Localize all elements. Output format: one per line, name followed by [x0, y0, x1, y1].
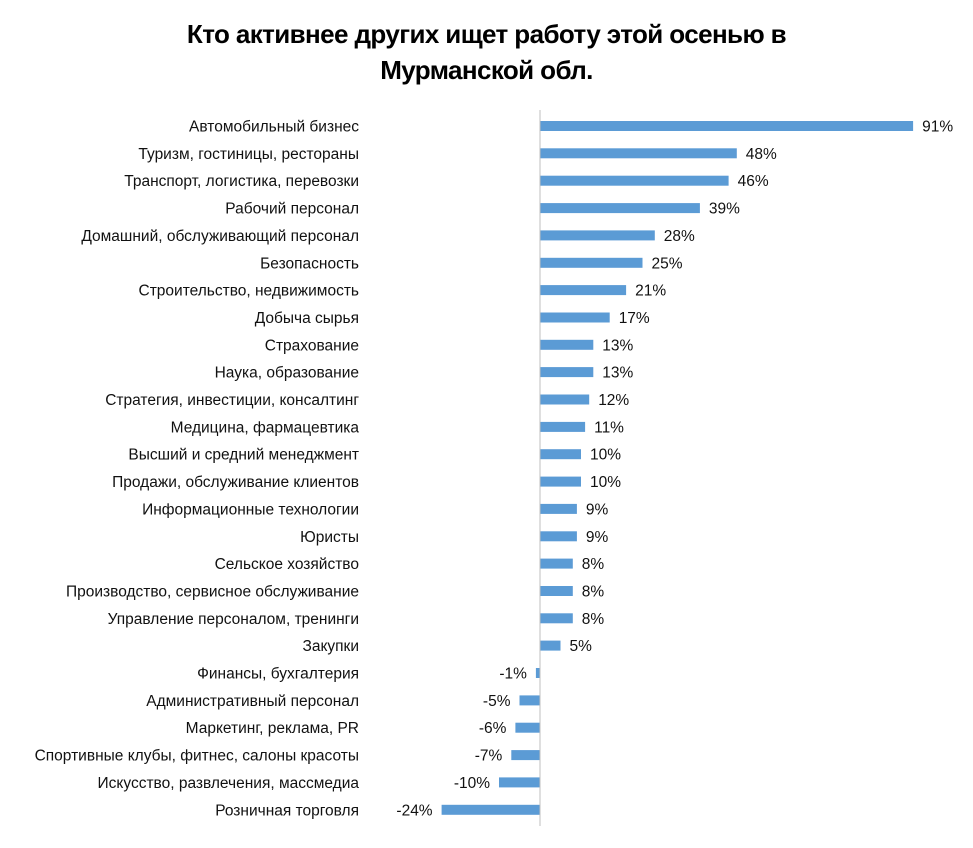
category-label: Наука, образование	[215, 365, 359, 382]
data-label: 25%	[652, 255, 683, 272]
data-label: 12%	[598, 392, 629, 409]
category-label: Закупки	[302, 638, 359, 655]
data-label: -6%	[479, 720, 507, 737]
category-label: Спортивные клубы, фитнес, салоны красоты	[35, 748, 359, 765]
category-label: Высший и средний менеджмент	[128, 447, 359, 464]
bar-11	[540, 394, 590, 405]
chart-title: Кто активнее других ищет работу этой осе…	[0, 16, 973, 88]
category-label: Рабочий персонал	[225, 201, 359, 218]
data-label: 91%	[922, 119, 953, 136]
bar-13	[540, 449, 581, 460]
bar-2	[540, 148, 737, 159]
data-label: 13%	[602, 365, 633, 382]
bar-20	[540, 640, 561, 651]
data-label: -7%	[475, 748, 503, 765]
bar-10	[540, 367, 594, 378]
category-label: Искусство, развлечения, массмедиа	[98, 775, 360, 792]
chart-title-line-1: Кто активнее других ищет работу этой осе…	[186, 19, 787, 49]
category-label: Административный персонал	[146, 693, 359, 710]
data-label: 39%	[709, 201, 740, 218]
bar-7	[540, 285, 627, 296]
category-label: Юристы	[300, 529, 359, 546]
category-label: Безопасность	[260, 255, 359, 272]
bar-16	[540, 531, 577, 542]
bar-24	[511, 750, 540, 761]
bar-22	[519, 695, 540, 706]
bar-19	[540, 613, 573, 624]
data-label: 9%	[586, 501, 609, 518]
data-label: 8%	[582, 611, 605, 628]
bar-4	[540, 203, 700, 214]
category-label: Финансы, бухгалтерия	[197, 666, 359, 683]
bar-21	[535, 668, 540, 678]
data-label: 46%	[738, 173, 769, 190]
category-label: Продажи, обслуживание клиентов	[112, 474, 359, 491]
category-label: Строительство, недвижимость	[139, 283, 360, 300]
bar-17	[540, 558, 573, 569]
category-label: Туризм, гостиницы, рестораны	[138, 146, 359, 163]
data-label: 5%	[570, 638, 593, 655]
data-label: 17%	[619, 310, 650, 327]
category-label: Производство, сервисное обслуживание	[66, 584, 359, 601]
data-label: -10%	[454, 775, 490, 792]
category-label: Розничная торговля	[215, 802, 359, 819]
chart-title-line-2: Мурманской обл.	[380, 55, 593, 85]
category-label: Транспорт, логистика, перевозки	[124, 173, 359, 190]
data-label: -5%	[483, 693, 511, 710]
bar-5	[540, 230, 655, 241]
data-label: 9%	[586, 529, 609, 546]
category-label: Сельское хозяйство	[215, 556, 359, 573]
data-label: 8%	[582, 584, 605, 601]
data-label: 10%	[590, 474, 621, 491]
data-label: -24%	[396, 802, 432, 819]
category-label: Маркетинг, реклама, PR	[186, 720, 359, 737]
bar-1	[540, 121, 914, 131]
category-label: Медицина, фармацевтика	[171, 419, 360, 436]
category-label: Информационные технологии	[142, 501, 359, 518]
data-label: 28%	[664, 228, 695, 245]
data-label: 8%	[582, 556, 605, 573]
bar-8	[540, 312, 610, 323]
bar-18	[540, 586, 573, 596]
category-label: Добыча сырья	[255, 310, 359, 327]
data-label: 10%	[590, 447, 621, 464]
category-label: Домашний, обслуживающий персонал	[81, 228, 359, 245]
data-label: 21%	[635, 283, 666, 300]
data-label: 13%	[602, 337, 633, 354]
category-label: Автомобильный бизнес	[189, 119, 359, 136]
bar-25	[499, 777, 540, 788]
category-label: Управление персоналом, тренинги	[108, 611, 359, 628]
category-label: Страхование	[265, 337, 359, 354]
data-label: -1%	[499, 666, 527, 683]
bar-26	[441, 804, 540, 815]
bar-15	[540, 503, 577, 514]
category-label: Стратегия, инвестиции, консалтинг	[105, 392, 359, 409]
bar-12	[540, 421, 586, 432]
bar-6	[540, 257, 643, 268]
data-label: 48%	[746, 146, 777, 163]
bar-9	[540, 339, 594, 350]
bar-3	[540, 175, 729, 186]
data-label: 11%	[594, 419, 624, 436]
bar-14	[540, 476, 581, 487]
bar-23	[515, 722, 540, 733]
